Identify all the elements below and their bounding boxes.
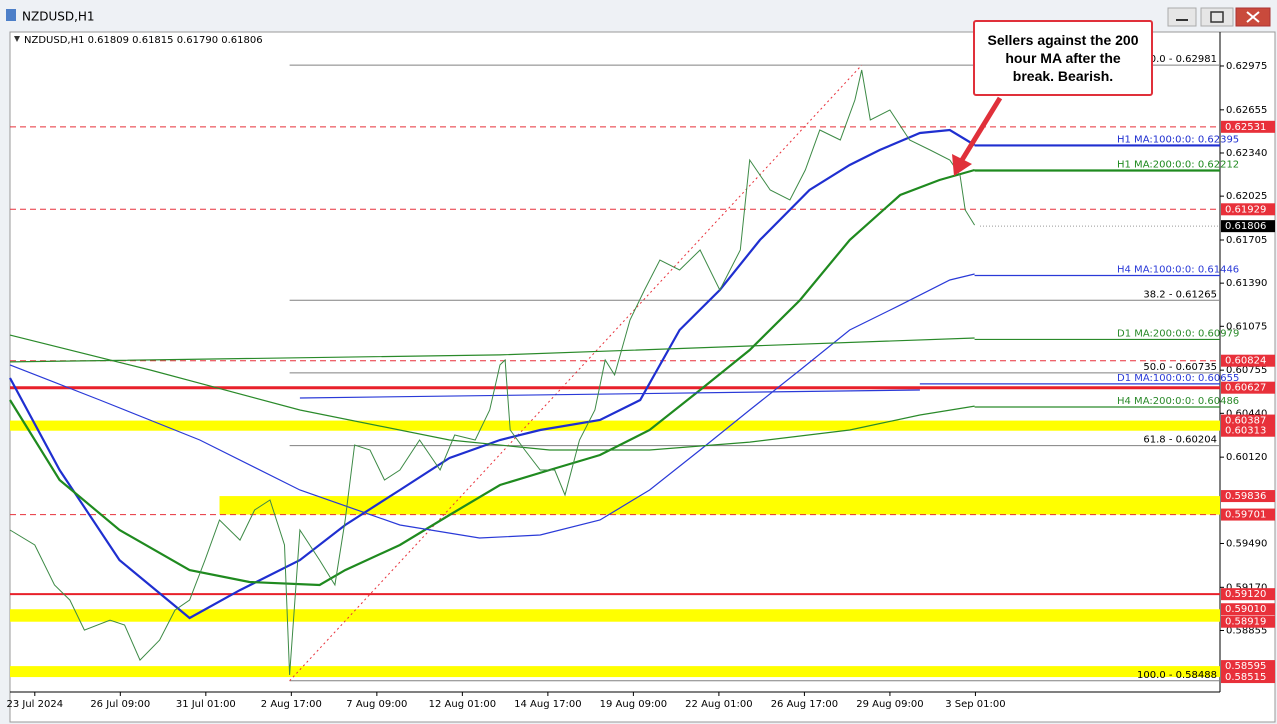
x-tick-label: 31 Jul 01:00 [176, 699, 236, 710]
close-icon [1246, 11, 1260, 23]
zone-price-label: 0.58515 [1225, 672, 1266, 683]
y-tick-label: 0.62975 [1226, 61, 1267, 72]
level-price-label: 0.61929 [1225, 204, 1266, 215]
zone-price-label-box [1221, 508, 1275, 521]
zone-price-label-box [1221, 424, 1275, 437]
zone-price-label: 0.58919 [1225, 617, 1266, 628]
zone-price-label: 0.58595 [1225, 661, 1266, 672]
header-icon [14, 36, 20, 42]
maximize-icon [1210, 11, 1224, 23]
y-tick-label: 0.62340 [1226, 148, 1267, 159]
level-price-label: 0.59120 [1225, 589, 1266, 600]
x-tick-label: 29 Aug 09:00 [856, 699, 923, 710]
zone-price-label-box [1221, 603, 1275, 616]
fib-diagonal [289, 64, 863, 682]
ma-label: D1 MA:100:0:0: 0.60655 [1117, 373, 1239, 384]
price-line [9, 69, 976, 676]
moving-average [299, 389, 920, 399]
zone-price-label-box [1221, 615, 1275, 628]
ma-label: H4 MA:100:0:0: 0.61446 [1117, 264, 1239, 275]
y-tick-label: 0.62655 [1226, 105, 1267, 116]
fib-label: 38.2 - 0.61265 [1143, 289, 1217, 300]
support-zone [10, 666, 1220, 678]
y-tick-label: 0.60440 [1226, 408, 1267, 419]
level-price-label-box [1221, 588, 1275, 601]
y-tick-label: 0.62025 [1226, 191, 1267, 202]
level-price-label: 0.62531 [1225, 122, 1266, 133]
minimize-button[interactable] [1167, 7, 1197, 27]
x-tick-label: 12 Aug 01:00 [429, 699, 496, 710]
moving-average [9, 168, 975, 587]
y-tick-label: 0.60755 [1226, 365, 1267, 376]
y-tick-label: 0.61705 [1226, 235, 1267, 246]
x-tick-label: 23 Jul 2024 [6, 699, 63, 710]
chart-area [9, 31, 1276, 723]
x-tick-label: 3 Sep 01:00 [945, 699, 1005, 710]
ma-label: H4 MA:200:0:0: 0.60486 [1117, 396, 1239, 407]
y-tick-label: 0.58855 [1226, 625, 1267, 636]
ma-label: H1 MA:200:0:0: 0.62212 [1117, 160, 1239, 171]
fib-label: 0.0 - 0.62981 [1150, 54, 1217, 65]
fib-label: 100.0 - 0.58488 [1137, 670, 1217, 681]
chart-header: NZDUSD,H1 0.61809 0.61815 0.61790 0.6180… [24, 35, 263, 46]
window-icon [6, 9, 16, 21]
x-tick-label: 26 Aug 17:00 [771, 699, 838, 710]
moving-average [9, 337, 975, 363]
zone-price-label: 0.59010 [1225, 604, 1266, 615]
fib-label: 50.0 - 0.60735 [1143, 362, 1217, 373]
zone-price-label-box [1221, 671, 1275, 684]
zone-price-label-box [1221, 660, 1275, 673]
x-tick-label: 14 Aug 17:00 [514, 699, 581, 710]
maximize-button[interactable] [1200, 7, 1234, 27]
x-tick-label: 19 Aug 09:00 [600, 699, 667, 710]
x-tick-label: 2 Aug 17:00 [261, 699, 322, 710]
plot: 0.62975 0.62655 0.62340 0.62025 0.61705 0.613… [6, 54, 1275, 710]
moving-average [9, 273, 975, 539]
x-tick-label: 22 Aug 01:00 [685, 699, 752, 710]
last-price-label: 0.61806 [1225, 221, 1266, 232]
zone-price-label: 0.60387 [1225, 416, 1266, 427]
annotation-box: Sellers against the 200 hour MA after th… [973, 20, 1153, 96]
support-zone [219, 496, 1220, 515]
ma-label: H1 MA:100:0:0: 0.62395 [1117, 134, 1239, 145]
moving-average [9, 334, 975, 451]
moving-average [9, 128, 976, 620]
level-price-label-box [1221, 203, 1275, 216]
support-zone [10, 609, 1220, 622]
zone-price-label: 0.59701 [1225, 510, 1266, 521]
level-price-label-box [1221, 381, 1275, 394]
y-tick-label: 0.61075 [1226, 321, 1267, 332]
level-price-label: 0.60824 [1225, 356, 1266, 367]
last-price-label-box [1221, 220, 1275, 233]
level-price-label-box [1221, 120, 1275, 133]
zone-price-label: 0.60313 [1225, 426, 1266, 437]
zone-price-label-box [1221, 490, 1275, 503]
level-price-label-box [1221, 354, 1275, 367]
zone-price-label-box [1221, 414, 1275, 427]
zone-price-label: 0.59836 [1225, 491, 1266, 502]
x-tick-label: 7 Aug 09:00 [346, 699, 407, 710]
annotation-arrowhead [952, 154, 972, 176]
annotation-arrow [959, 96, 1003, 162]
support-zone [10, 420, 1220, 431]
y-tick-label: 0.61390 [1226, 278, 1267, 289]
y-tick-label: 0.59170 [1226, 582, 1267, 593]
ma-label: D1 MA:200:0:0: 0.60979 [1117, 328, 1239, 339]
y-tick-label: 0.59490 [1226, 538, 1267, 549]
x-tick-label: 26 Jul 09:00 [90, 699, 150, 710]
level-price-label: 0.60627 [1225, 383, 1266, 394]
fib-label: 61.8 - 0.60204 [1143, 435, 1217, 446]
y-tick-label: 0.60120 [1226, 452, 1267, 463]
window-title: NZDUSD,H1 [22, 10, 95, 24]
